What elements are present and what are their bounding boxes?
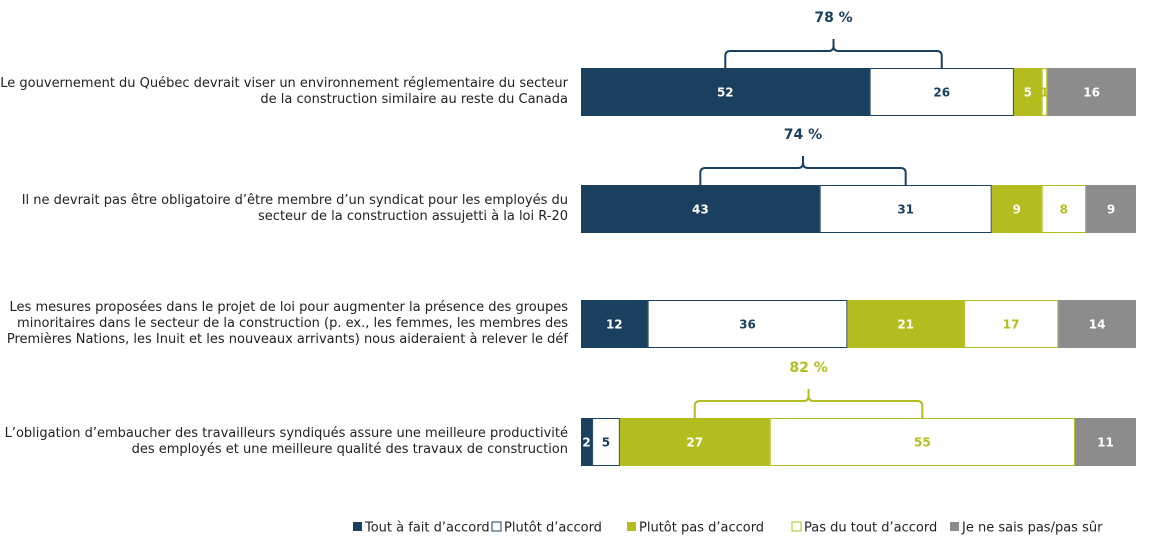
bracket-label: 78 % xyxy=(814,10,852,26)
legend-label: Tout à fait d’accord xyxy=(364,521,490,536)
bar-segment xyxy=(647,300,848,348)
value-label: 1 xyxy=(1040,86,1048,100)
legend-swatch xyxy=(353,522,362,531)
bar-segment xyxy=(991,185,1042,233)
category-label: Le gouvernement du Québec devrait viser … xyxy=(0,76,568,107)
legend-swatch xyxy=(627,522,636,531)
bar-segment xyxy=(1041,185,1087,233)
bar-segment xyxy=(1074,418,1136,466)
bar-segment xyxy=(847,300,964,348)
value-label: 5 xyxy=(1024,86,1032,100)
value-label: 12 xyxy=(606,318,623,332)
bar-segment xyxy=(1058,300,1136,348)
category-label: Il ne devrait pas être obligatoire d’êtr… xyxy=(21,193,568,224)
category-label: L’obligation d’embaucher des travailleur… xyxy=(4,426,568,457)
value-label: 36 xyxy=(739,318,756,332)
bracket-label: 82 % xyxy=(789,360,827,376)
category-label: Les mesures proposées dans le projet de … xyxy=(6,300,568,347)
value-label: 16 xyxy=(1083,86,1100,100)
value-label: 26 xyxy=(933,86,950,100)
bar-segment xyxy=(619,418,770,466)
legend-label: Je ne sais pas/pas sûr xyxy=(961,521,1103,536)
value-label: 31 xyxy=(897,203,914,217)
bracket xyxy=(693,389,924,418)
legend-label: Pas du tout d’accord xyxy=(804,521,937,536)
legend-label: Plutôt d’accord xyxy=(504,521,602,536)
bar-segment xyxy=(1086,185,1136,233)
value-label: 43 xyxy=(692,203,709,217)
value-label: 9 xyxy=(1012,203,1020,217)
bracket-label: 74 % xyxy=(784,127,822,143)
value-label: 52 xyxy=(717,86,734,100)
value-label: 5 xyxy=(602,436,610,450)
bar-segment xyxy=(1013,68,1042,116)
bracket xyxy=(724,39,943,68)
bar-segment xyxy=(581,418,593,466)
bar-segment xyxy=(1047,68,1136,116)
bar-segment xyxy=(581,300,648,348)
bar-segment xyxy=(581,68,870,116)
legend-swatch xyxy=(950,522,959,531)
value-label: 11 xyxy=(1097,436,1114,450)
bar-segment xyxy=(769,418,1075,466)
value-label: 9 xyxy=(1107,203,1115,217)
value-label: 27 xyxy=(686,436,703,450)
value-label: 17 xyxy=(1003,318,1020,332)
value-label: 21 xyxy=(897,318,914,332)
bracket xyxy=(699,156,907,185)
bar-segment xyxy=(819,185,992,233)
value-label: 14 xyxy=(1089,318,1106,332)
bar-segment xyxy=(581,185,820,233)
value-label: 8 xyxy=(1060,203,1068,217)
bar-segment xyxy=(592,418,620,466)
legend-swatch xyxy=(791,521,802,532)
value-label: 55 xyxy=(914,436,931,450)
bar-segment xyxy=(869,68,1014,116)
value-label: 2 xyxy=(582,436,590,450)
bar-segment xyxy=(963,300,1059,348)
legend-label: Plutôt pas d’accord xyxy=(639,521,764,536)
bar-segment xyxy=(1041,68,1048,116)
legend-swatch xyxy=(491,521,502,532)
